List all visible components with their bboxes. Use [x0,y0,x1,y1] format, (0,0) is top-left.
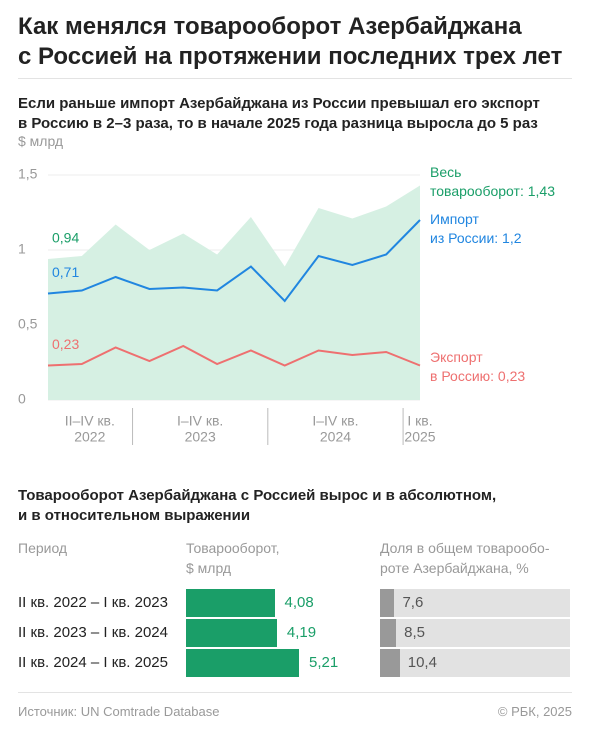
series-label: Импорт из России: 1,2 [430,211,522,246]
value-label: 5,21 [309,654,339,671]
x-tick-label: 2024 [320,429,351,445]
y-tick-label: 0 [18,391,26,407]
value-label: 4,08 [284,594,314,611]
title: Как менялся товарооборот Азербайджана с … [18,13,563,70]
value-label: 0,23 [52,336,79,352]
value-label: 0,94 [52,230,79,246]
x-tick-label: I–IV кв. [177,413,223,429]
bar [186,619,277,647]
share-bar [380,649,400,677]
share-track [380,619,570,647]
series-label: Весь товарооборот: 1,43 [430,164,555,199]
y-label: $ млрд [18,133,64,149]
x-tick-label: 2023 [185,429,216,445]
area [48,185,420,400]
y-tick-label: 1 [18,241,26,257]
x-tick-label: 2022 [74,429,105,445]
period: II кв. 2023 – I кв. 2024 [18,624,168,641]
share-track [380,649,570,677]
chart-title: Если раньше импорт Азербайджана из Росси… [18,95,540,132]
column-header: Доля в общем товарообо- роте Азербайджан… [380,540,550,576]
divider [18,78,572,79]
share-label: 8,5 [404,624,425,641]
share-bar [380,589,395,617]
line [47,219,421,303]
column-header: Период [18,540,68,556]
period: II кв. 2022 – I кв. 2023 [18,594,168,611]
bar [186,589,275,617]
share-track [380,589,570,617]
copyright: © РБК, 2025 [497,704,572,719]
share-label: 7,6 [402,594,424,611]
value-label: 4,19 [286,624,317,641]
source: Источник: UN Comtrade Database [18,704,220,719]
table-title: Товарооборот Азербайджана с Россией выро… [18,487,497,524]
divider [18,692,572,693]
share-bar [380,619,397,647]
y-tick-label: 0,5 [18,316,38,332]
period: II кв. 2024 – I кв. 2025 [18,654,168,671]
y-tick-label: 1,5 [18,166,38,182]
column-header: Товарооборот, $ млрд [186,540,280,576]
share-label: 10,4 [407,654,437,671]
value-label: 0,71 [52,264,79,280]
x-tick-label: II–IV кв. [65,413,115,429]
x-tick-label: I кв. [407,413,432,429]
x-tick-label: 2025 [404,429,435,445]
series-label: Экспорт в Россию: 0,23 [430,349,526,384]
x-tick-label: I–IV кв. [312,413,358,429]
bar [186,649,300,677]
line [47,344,421,367]
